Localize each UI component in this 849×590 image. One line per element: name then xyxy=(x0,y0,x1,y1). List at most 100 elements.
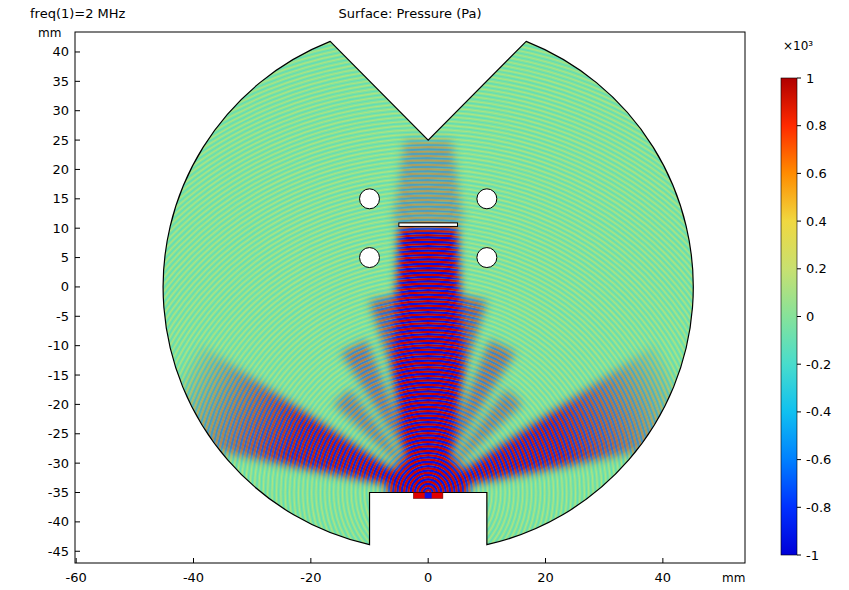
wavefront xyxy=(75,53,745,563)
wavefront xyxy=(75,46,745,563)
wavefront xyxy=(75,33,745,563)
title: Surface: Pressure (Pa) xyxy=(338,6,481,21)
wavefront xyxy=(75,79,745,563)
wavefront xyxy=(75,32,745,563)
wavefront xyxy=(353,418,503,563)
wavefront xyxy=(75,32,745,563)
wavefront xyxy=(408,473,448,513)
y-tick-label: -30 xyxy=(48,456,69,471)
wavefront xyxy=(75,32,745,563)
wavefront xyxy=(411,475,446,510)
wavefront xyxy=(75,32,745,563)
hole xyxy=(477,189,497,209)
x-tick-label: 40 xyxy=(655,570,672,585)
wavefront xyxy=(75,110,745,563)
wavefront xyxy=(408,473,448,513)
wavefront xyxy=(75,32,745,563)
wavefront xyxy=(75,32,745,563)
wavefront xyxy=(75,32,745,563)
x-tick xyxy=(428,558,429,563)
wavefront xyxy=(75,32,745,563)
wavefront xyxy=(75,32,745,563)
wavefront xyxy=(75,32,745,563)
y-tick-label: 5 xyxy=(61,250,69,265)
wavefront xyxy=(75,32,745,563)
wavefront xyxy=(75,68,745,563)
wavefront xyxy=(351,416,505,563)
wavefront xyxy=(75,32,745,563)
wavefront xyxy=(75,32,745,563)
hole xyxy=(360,189,380,209)
wavefront xyxy=(75,32,745,563)
y-axis-label: mm xyxy=(38,26,61,40)
wavefront xyxy=(342,407,514,563)
strong-wavefronts xyxy=(75,32,745,563)
y-tick-label: -20 xyxy=(48,397,69,412)
wavefront xyxy=(75,86,745,563)
wavefront xyxy=(75,32,745,563)
x-tick xyxy=(193,558,194,563)
colorbar-tick xyxy=(797,555,801,556)
wavefront xyxy=(75,68,745,563)
wavefront xyxy=(75,32,745,563)
colorbar-tick xyxy=(797,125,801,126)
wavefront xyxy=(347,411,510,563)
wavefront xyxy=(75,114,745,563)
wavefront xyxy=(75,37,745,563)
wavefront xyxy=(75,32,745,563)
wavefront xyxy=(75,32,745,563)
wavefront xyxy=(75,32,745,563)
colorbar-tick xyxy=(797,268,801,269)
wavefront xyxy=(75,32,745,563)
x-tick-label: -60 xyxy=(66,570,87,585)
wavefront xyxy=(75,46,745,563)
y-tick-label: 20 xyxy=(52,162,69,177)
wavefront xyxy=(75,101,745,563)
wavefront xyxy=(75,83,745,563)
y-tick xyxy=(75,492,80,493)
y-tick xyxy=(75,228,80,229)
wavefront xyxy=(75,32,745,563)
wavefront xyxy=(75,103,745,563)
wavefront xyxy=(75,57,745,563)
wavefront xyxy=(75,32,745,563)
wavefront xyxy=(75,55,745,563)
wavefront xyxy=(75,32,745,563)
colorbar-tick xyxy=(797,221,801,222)
wavefront xyxy=(75,53,745,563)
x-tick xyxy=(310,558,311,563)
wavefront xyxy=(75,37,745,563)
wavefront xyxy=(75,75,745,563)
wavefront xyxy=(347,411,510,563)
wavefront xyxy=(75,32,745,563)
wavefront xyxy=(75,32,745,563)
wavefront xyxy=(75,105,745,563)
wavefront xyxy=(75,55,745,563)
wavefront xyxy=(75,39,745,563)
y-tick-label: -45 xyxy=(48,544,69,559)
wavefront xyxy=(75,32,745,563)
colorbar xyxy=(781,78,797,555)
wavefront xyxy=(75,32,745,563)
wavefront xyxy=(75,32,745,563)
y-tick xyxy=(75,198,80,199)
wavefront xyxy=(75,32,745,563)
wavefront xyxy=(342,407,514,563)
wavefront xyxy=(75,32,745,563)
wavefront xyxy=(75,32,745,563)
wavefront xyxy=(75,39,745,563)
wavefront xyxy=(75,114,745,563)
wavefront xyxy=(75,32,745,563)
wavefront xyxy=(75,32,745,563)
wavefront xyxy=(75,32,745,563)
y-tick-label: -40 xyxy=(48,514,69,529)
wavefront xyxy=(75,32,745,563)
wavefront xyxy=(75,32,745,563)
wavefront xyxy=(75,32,745,563)
wavefront xyxy=(75,81,745,563)
wavefront xyxy=(75,35,745,563)
y-tick xyxy=(75,463,80,464)
wavefront xyxy=(75,99,745,563)
wavefront xyxy=(75,32,745,563)
y-tick xyxy=(75,286,80,287)
